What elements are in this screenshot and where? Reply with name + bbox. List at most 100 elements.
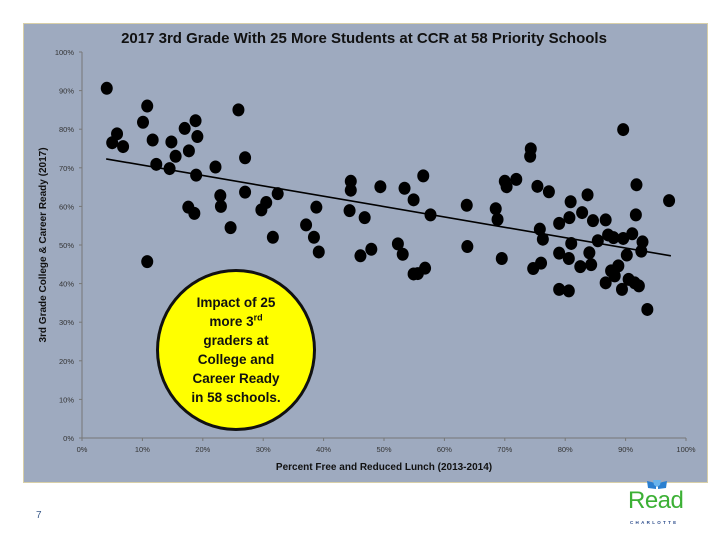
- annotation-line: Impact of 25: [196, 295, 276, 310]
- data-point: [343, 204, 356, 218]
- data-point: [491, 213, 504, 227]
- data-point: [576, 206, 589, 220]
- y-tick-label: 90%: [59, 87, 74, 96]
- data-point: [586, 214, 599, 228]
- data-point: [536, 232, 549, 246]
- page-number: 7: [36, 510, 42, 521]
- data-point: [641, 302, 654, 316]
- data-point: [617, 123, 630, 137]
- data-point: [374, 180, 387, 194]
- data-point: [391, 237, 404, 251]
- data-point: [239, 185, 252, 199]
- data-point: [111, 127, 124, 141]
- data-point: [542, 185, 555, 199]
- data-point: [358, 211, 371, 225]
- data-point: [169, 149, 182, 163]
- data-point: [607, 231, 620, 245]
- y-axis-label: 3rd Grade College & Career Ready (2017): [38, 147, 49, 342]
- data-point: [189, 114, 202, 128]
- data-point: [495, 252, 508, 266]
- data-point: [307, 230, 320, 244]
- data-point: [612, 259, 625, 273]
- logo-subtitle: CHARLOTTE: [630, 520, 679, 525]
- annotation-bubble: Impact of 25 more 3rd graders at College…: [156, 269, 316, 431]
- x-tick-label: 90%: [618, 445, 633, 454]
- data-point: [224, 221, 237, 235]
- data-point: [163, 162, 176, 176]
- data-point: [141, 255, 154, 269]
- annotation-line: Career Ready: [192, 371, 280, 386]
- y-tick-label: 30%: [59, 318, 74, 327]
- data-point: [553, 246, 566, 260]
- data-point: [663, 194, 676, 208]
- data-point: [524, 149, 537, 163]
- data-point: [209, 160, 222, 174]
- data-point: [417, 169, 430, 183]
- data-point: [239, 151, 252, 165]
- data-point: [620, 248, 633, 262]
- x-tick-label: 80%: [558, 445, 573, 454]
- data-point: [632, 279, 645, 293]
- data-point: [565, 236, 578, 250]
- x-tick-label: 60%: [437, 445, 452, 454]
- chart-title: 2017 3rd Grade With 25 More Students at …: [121, 30, 607, 47]
- x-tick-label: 20%: [195, 445, 210, 454]
- x-tick-label: 30%: [256, 445, 271, 454]
- annotation-superscript: rd: [253, 312, 263, 323]
- y-tick-label: 10%: [59, 395, 74, 404]
- read-charlotte-logo: Read CHARLOTTE: [626, 480, 686, 530]
- data-point: [553, 216, 566, 230]
- data-point: [629, 208, 642, 222]
- data-point: [232, 103, 245, 117]
- y-tick-label: 20%: [59, 357, 74, 366]
- data-point: [398, 181, 411, 195]
- data-point: [460, 198, 473, 212]
- data-point: [599, 276, 612, 290]
- data-point: [146, 133, 159, 147]
- data-point: [531, 179, 544, 193]
- data-point: [626, 227, 639, 241]
- data-point: [563, 211, 576, 225]
- data-point: [396, 247, 409, 261]
- annotation-text: more 3: [209, 314, 254, 329]
- annotation-line: graders at: [203, 333, 269, 348]
- data-point: [585, 258, 598, 272]
- y-tick-label: 60%: [59, 202, 74, 211]
- data-point: [178, 121, 191, 135]
- y-tick-label: 50%: [59, 241, 74, 250]
- data-point: [365, 242, 378, 256]
- data-point: [191, 130, 204, 144]
- data-point: [117, 140, 130, 154]
- data-point: [165, 135, 178, 149]
- data-point: [617, 231, 630, 245]
- y-tick-label: 0%: [63, 434, 74, 443]
- data-point: [300, 218, 313, 232]
- data-point: [583, 246, 596, 260]
- x-axis-label: Percent Free and Reduced Lunch (2013-201…: [276, 462, 492, 473]
- data-point: [489, 202, 502, 216]
- data-point: [608, 269, 621, 283]
- y-tick-label: 80%: [59, 125, 74, 134]
- data-point: [574, 260, 587, 274]
- data-point: [407, 193, 420, 207]
- data-point: [137, 115, 150, 129]
- annotation-line: more 3rd: [191, 312, 280, 331]
- x-tick-label: 10%: [135, 445, 150, 454]
- data-point: [562, 284, 575, 298]
- data-point: [500, 180, 513, 194]
- data-point: [354, 249, 367, 263]
- data-point: [461, 240, 474, 254]
- data-point: [615, 282, 628, 296]
- data-point: [630, 178, 643, 192]
- data-point: [214, 189, 227, 203]
- trend-line: [106, 158, 672, 257]
- y-tick-label: 40%: [59, 280, 74, 289]
- data-point: [188, 206, 201, 220]
- data-point: [581, 188, 594, 202]
- data-point: [599, 213, 612, 227]
- x-tick-label: 70%: [497, 445, 512, 454]
- x-tick-label: 40%: [316, 445, 331, 454]
- x-tick-label: 100%: [676, 445, 696, 454]
- x-tick-label: 50%: [376, 445, 391, 454]
